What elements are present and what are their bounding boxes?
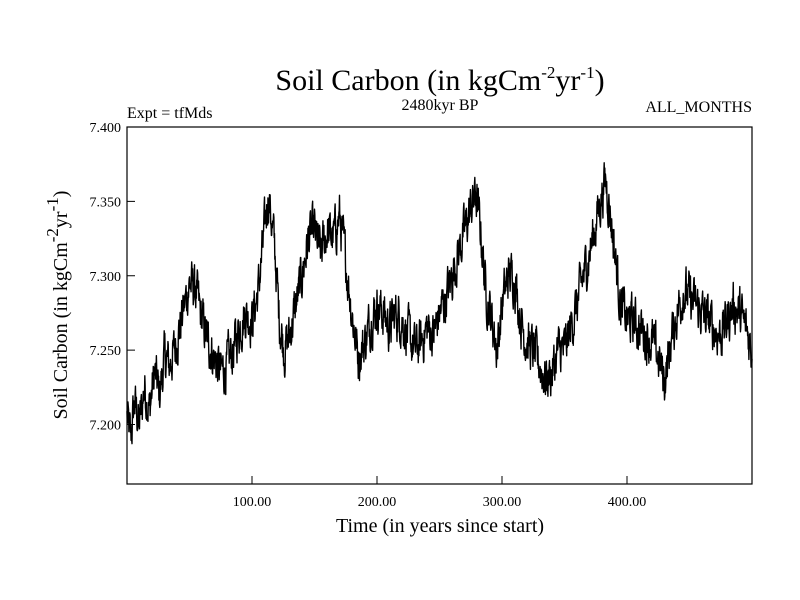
y-tick-label: 7.300	[90, 270, 122, 285]
chart-title: Soil Carbon (in kgCm-2yr-1)	[275, 63, 604, 97]
plot-frame	[126, 126, 753, 485]
x-tick-label: 200.00	[358, 495, 397, 510]
months-label: ALL_MONTHS	[645, 99, 752, 116]
experiment-label: Expt = tfMds	[127, 105, 212, 122]
x-tick-label: 100.00	[233, 495, 272, 510]
y-tick-label: 7.350	[90, 195, 122, 210]
y-tick-label: 7.400	[90, 121, 122, 136]
y-tick-label: 7.200	[90, 419, 122, 434]
x-axis-label: Time (in years since start)	[336, 515, 544, 537]
y-axis-ticks: 7.200 7.250 7.300 7.350 7.400	[90, 121, 135, 434]
x-tick-label: 300.00	[483, 495, 522, 510]
y-tick-label: 7.250	[90, 344, 122, 359]
x-axis-ticks: 100.00 200.00 300.00 400.00	[233, 476, 647, 510]
x-tick-label: 400.00	[608, 495, 647, 510]
y-axis-label: Soil Carbon (in kgCm-2yr-1)	[43, 191, 72, 420]
series-line-soil-carbon	[126, 162, 753, 445]
chart-subtitle: 2480kyr BP	[402, 97, 479, 114]
